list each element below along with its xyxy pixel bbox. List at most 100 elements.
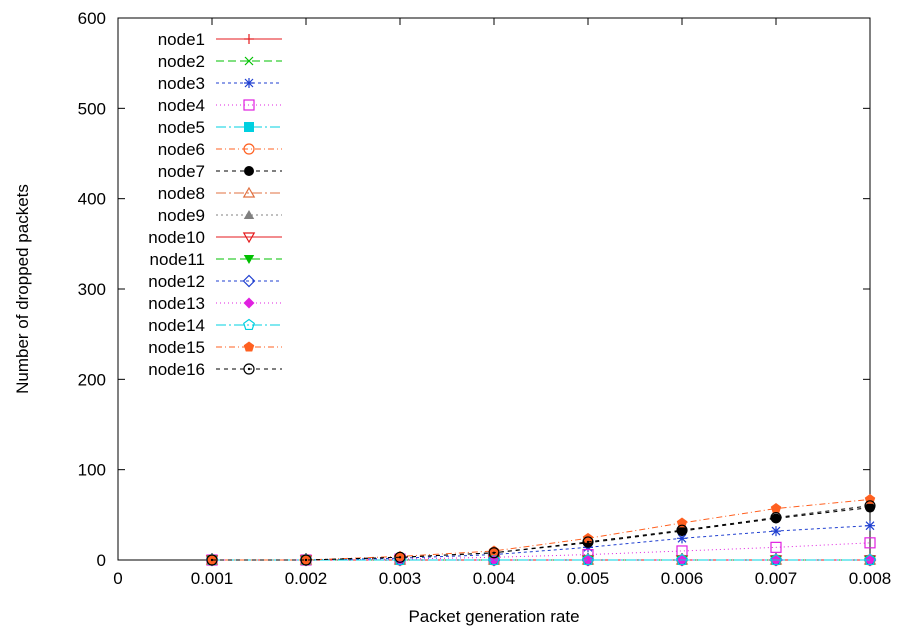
legend-marker [242,186,256,198]
legend-label: node5 [158,118,205,137]
legend-item-node16: node16 [148,360,282,379]
legend-label: node8 [158,184,205,203]
legend-item-node7: node7 [158,162,282,181]
series-line-node15 [212,498,871,561]
data-point-node15 [770,503,782,513]
legend-item-node4: node4 [158,96,282,115]
series-line-node16 [212,505,871,561]
legend-marker [244,56,254,66]
legend-label: node13 [148,294,205,313]
data-point-node16 [206,554,218,566]
legend-label: node4 [158,96,205,115]
legend-item-node2: node2 [158,52,282,71]
legend-marker [243,210,255,219]
legend-item-node13: node13 [148,294,282,313]
y-tick-label: 600 [78,9,106,28]
data-point-node14 [770,553,782,566]
series-node16 [206,500,876,566]
legend-label: node10 [148,228,205,247]
legend-item-node12: node12 [148,272,282,291]
data-point-node14 [676,553,688,566]
legend-label: node3 [158,74,205,93]
legend-item-node6: node6 [158,140,282,159]
data-point-node16 [300,554,312,566]
legend-label: node16 [148,360,205,379]
legend-label: node11 [150,250,205,269]
legend-item-node15: node15 [148,338,282,357]
data-point-node3 [677,533,687,544]
legend-label: node6 [158,140,205,159]
series-line-node4 [212,542,871,561]
x-axis: 0 0.001 0.002 0.003 0.004 0.005 0.006 0.007 0.00… [113,18,891,588]
y-tick-label: 200 [78,370,106,389]
legend-marker [244,166,254,176]
x-tick-label: 0.001 [191,569,234,588]
data-point-node16 [770,511,782,524]
data-point-node16 [676,524,688,536]
y-tick-label: 400 [78,190,106,209]
data-point-node16 [582,536,594,548]
data-point-node15 [676,517,688,528]
data-point-node4 [864,537,876,549]
legend-marker [244,78,254,88]
data-point-node16 [864,500,876,512]
legend-item-node10: node10 [148,228,282,247]
x-tick-label: 0.007 [755,569,798,588]
legend-marker [244,34,254,44]
series-layer [205,493,877,567]
data-point-node14 [864,553,876,566]
data-point-node14 [582,553,594,566]
legend-marker [243,363,255,375]
legend-marker [243,318,255,331]
y-tick-label: 500 [78,99,106,118]
legend-label: node9 [158,206,205,225]
legend-marker [242,274,256,288]
legend-marker [243,297,255,309]
y-axis: 0 100 200 300 400 500 600 [78,9,870,570]
data-point-node16 [394,551,406,563]
y-tick-label: 0 [97,551,106,570]
y-axis-label: Number of dropped packets [13,184,32,394]
legend-item-node8: node8 [158,184,282,203]
data-point-node4 [770,541,782,553]
data-point-node16 [488,547,500,559]
legend-label: node7 [158,162,205,181]
legend-marker [243,255,255,264]
data-point-node14 [394,553,406,566]
data-point-node3 [865,520,875,531]
x-tick-label: 0.008 [849,569,892,588]
x-tick-label: 0.002 [285,569,328,588]
x-axis-label: Packet generation rate [408,607,579,626]
legend-item-node14: node14 [148,316,282,335]
y-tick-label: 300 [78,280,106,299]
legend: node1 node2 node3 node4 node5 node6 node7 node8… [148,30,282,379]
data-point-node14 [488,553,500,566]
legend-item-node5: node5 [158,118,282,137]
legend-label: node15 [148,338,205,357]
x-tick-label: 0.006 [661,569,704,588]
legend-item-node1: node1 [158,30,282,49]
series-node15 [206,493,876,565]
x-tick-label: 0.005 [567,569,610,588]
data-point-node3 [771,526,781,537]
legend-item-node3: node3 [158,74,282,93]
legend-marker [244,122,254,132]
legend-item-node11: node11 [150,250,282,269]
legend-item-node9: node9 [158,206,282,225]
legend-marker [243,143,255,155]
data-point-node13 [582,554,594,566]
x-tick-label: 0.003 [379,569,422,588]
legend-label: node14 [148,316,205,335]
legend-label: node1 [158,30,205,49]
x-tick-label: 0 [113,569,122,588]
legend-label: node12 [148,272,205,291]
plot-frame [117,17,871,561]
legend-marker [243,341,255,352]
legend-label: node2 [158,52,205,71]
y-tick-label: 100 [78,461,106,480]
legend-marker [243,99,255,111]
legend-marker [242,232,256,244]
data-point-node15 [582,532,594,543]
x-tick-label: 0.004 [473,569,516,588]
